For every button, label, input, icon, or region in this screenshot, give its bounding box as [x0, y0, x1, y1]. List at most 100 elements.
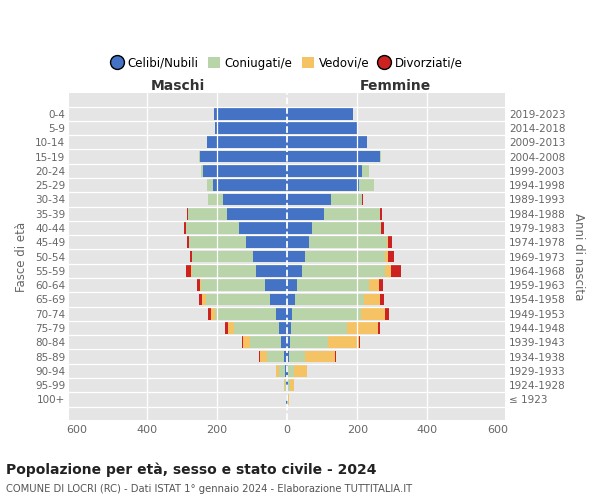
Bar	[385, 250, 388, 262]
Bar	[361, 308, 385, 320]
Bar	[287, 365, 289, 376]
Bar	[207, 180, 213, 191]
Bar	[191, 265, 192, 276]
Bar	[214, 108, 287, 120]
Bar	[287, 136, 367, 148]
Bar	[359, 336, 360, 348]
Text: COMUNE DI LOCRI (RC) - Dati ISTAT 1° gennaio 2024 - Elaborazione TUTTITALIA.IT: COMUNE DI LOCRI (RC) - Dati ISTAT 1° gen…	[6, 484, 412, 494]
Bar	[380, 208, 382, 220]
Bar	[200, 150, 287, 162]
Bar	[244, 336, 250, 348]
Text: Femmine: Femmine	[360, 79, 431, 93]
Legend: Celibi/Nubili, Coniugati/e, Vedovi/e, Divorziati/e: Celibi/Nubili, Coniugati/e, Vedovi/e, Di…	[107, 53, 466, 73]
Bar	[287, 250, 305, 262]
Bar	[324, 208, 380, 220]
Bar	[202, 280, 265, 291]
Bar	[286, 394, 287, 406]
Bar	[279, 365, 285, 376]
Bar	[309, 236, 386, 248]
Bar	[287, 322, 290, 334]
Bar	[250, 336, 281, 348]
Bar	[328, 336, 359, 348]
Bar	[276, 365, 279, 376]
Bar	[245, 236, 287, 248]
Bar	[288, 394, 289, 406]
Bar	[288, 380, 290, 391]
Bar	[331, 194, 362, 205]
Bar	[379, 280, 383, 291]
Bar	[287, 208, 324, 220]
Bar	[211, 308, 215, 320]
Bar	[186, 265, 191, 276]
Bar	[279, 322, 287, 334]
Bar	[362, 165, 369, 176]
Bar	[235, 322, 279, 334]
Bar	[302, 265, 385, 276]
Bar	[268, 350, 284, 362]
Bar	[242, 336, 244, 348]
Bar	[285, 365, 287, 376]
Bar	[385, 265, 391, 276]
Bar	[290, 380, 294, 391]
Bar	[227, 208, 287, 220]
Bar	[287, 222, 312, 234]
Bar	[284, 380, 286, 391]
Bar	[213, 180, 287, 191]
Bar	[208, 194, 223, 205]
Bar	[290, 336, 328, 348]
Bar	[369, 280, 379, 291]
Bar	[287, 308, 292, 320]
Bar	[364, 294, 380, 306]
Bar	[208, 308, 211, 320]
Bar	[289, 365, 294, 376]
Bar	[215, 308, 277, 320]
Bar	[197, 280, 200, 291]
Bar	[281, 336, 287, 348]
Bar	[207, 136, 287, 148]
Bar	[377, 322, 380, 334]
Bar	[287, 380, 288, 391]
Y-axis label: Fasce di età: Fasce di età	[15, 222, 28, 292]
Bar	[380, 294, 384, 306]
Bar	[290, 322, 347, 334]
Bar	[188, 208, 227, 220]
Bar	[287, 108, 353, 120]
Bar	[388, 236, 392, 248]
Bar	[287, 294, 295, 306]
Bar	[305, 250, 385, 262]
Bar	[265, 280, 287, 291]
Bar	[277, 308, 287, 320]
Bar	[287, 336, 290, 348]
Bar	[256, 265, 287, 276]
Bar	[388, 250, 394, 262]
Bar	[287, 194, 331, 205]
Bar	[199, 294, 202, 306]
Bar	[228, 322, 235, 334]
Bar	[202, 294, 206, 306]
Bar	[239, 222, 287, 234]
Bar	[312, 222, 381, 234]
Bar	[292, 308, 361, 320]
Bar	[287, 280, 297, 291]
Bar	[192, 250, 253, 262]
Bar	[199, 150, 200, 162]
Bar	[289, 350, 305, 362]
Bar	[295, 294, 364, 306]
Bar	[297, 280, 369, 291]
Bar	[187, 208, 188, 220]
Bar	[286, 380, 287, 391]
Bar	[294, 365, 307, 376]
Bar	[206, 294, 270, 306]
Bar	[260, 350, 268, 362]
Text: Popolazione per età, sesso e stato civile - 2024: Popolazione per età, sesso e stato civil…	[6, 462, 377, 477]
Bar	[287, 165, 362, 176]
Bar	[391, 265, 401, 276]
Bar	[347, 322, 377, 334]
Bar	[270, 294, 287, 306]
Bar	[287, 236, 309, 248]
Bar	[184, 222, 186, 234]
Bar	[381, 222, 382, 234]
Bar	[284, 350, 287, 362]
Bar	[225, 322, 228, 334]
Bar	[380, 150, 382, 162]
